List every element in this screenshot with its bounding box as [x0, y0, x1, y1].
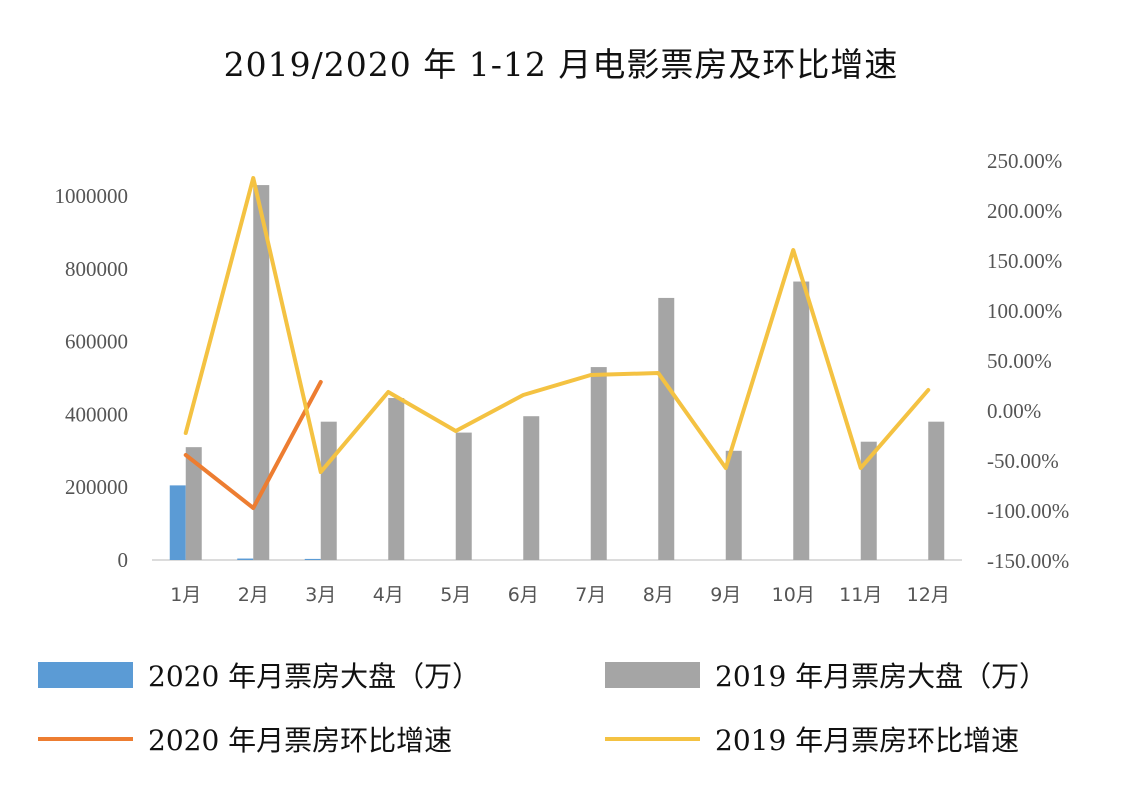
x-tick-label: 2月: [238, 584, 269, 606]
x-tick-label: 8月: [643, 584, 674, 606]
legend-item: 2019 年月票房环比增速: [605, 724, 1019, 757]
bar-2020-1: [169, 485, 186, 560]
bar-2019-6: [523, 416, 540, 560]
y-right-tick-label: -100.00%: [987, 499, 1069, 523]
y-left-tick-label: 800000: [65, 257, 128, 281]
legend-label: 2020 年月票房大盘（万）: [148, 660, 480, 693]
y-left-tick-label: 400000: [65, 402, 128, 426]
x-tick-label: 3月: [305, 584, 336, 606]
x-tick-label: 5月: [440, 584, 471, 606]
bar-2020-3: [304, 558, 321, 560]
bar-2019-12: [928, 421, 945, 560]
legend-label: 2019 年月票房大盘（万）: [715, 660, 1047, 693]
legend-item: 2020 年月票房环比增速: [38, 724, 452, 757]
bar-2019-3: [320, 421, 337, 560]
tick-labels: 0 200000 400000 600000 800000 1000000 -150.00%…: [55, 149, 1070, 606]
y-left-tick-label: 200000: [65, 475, 128, 499]
bar-2019-4: [388, 398, 405, 560]
lines: [183, 176, 931, 510]
bars: [169, 185, 945, 560]
x-tick-label: 12月: [907, 584, 950, 606]
bar-2019-11: [860, 441, 877, 560]
legend-label: 2019 年月票房环比增速: [715, 724, 1019, 757]
y-right-tick-label: 0.00%: [987, 399, 1041, 423]
y-left-tick-label: 600000: [65, 330, 128, 354]
x-tick-label: 11月: [839, 584, 882, 606]
x-tick-label: 10月: [772, 584, 815, 606]
y-right-tick-label: 150.00%: [987, 249, 1062, 273]
x-tick-label: 4月: [373, 584, 404, 606]
y-right-tick-label: 200.00%: [987, 199, 1062, 223]
bar-2019-5: [455, 432, 472, 560]
y-right-tick-label: 250.00%: [987, 149, 1062, 173]
bar-2019-10: [793, 281, 810, 560]
y-right-tick-label: -50.00%: [987, 449, 1059, 473]
x-tick-label: 9月: [710, 584, 741, 606]
bar-2019-1: [185, 447, 202, 560]
legend-swatch: [38, 662, 133, 688]
y-right-tick-label: 100.00%: [987, 299, 1062, 323]
legend-item: 2019 年月票房大盘（万）: [605, 660, 1047, 693]
x-tick-label: 1月: [170, 584, 201, 606]
y-right-tick-label: 50.00%: [987, 349, 1052, 373]
legend-label: 2020 年月票房环比增速: [148, 724, 452, 757]
bar-2019-9: [725, 450, 742, 560]
chart-title: 2019/2020 年 1-12 月电影票房及环比增速: [223, 45, 899, 84]
bar-2019-7: [590, 367, 607, 560]
x-tick-label: 7月: [575, 584, 606, 606]
legend-item: 2020 年月票房大盘（万）: [38, 660, 480, 693]
y-left-tick-label: 1000000: [55, 184, 129, 208]
line-2019-growth: [183, 176, 931, 474]
legend-swatch: [605, 662, 700, 688]
y-left-tick-label: 0: [118, 548, 129, 572]
bar-2020-2: [237, 558, 254, 560]
legend: 2020 年月票房大盘（万） 2019 年月票房大盘（万） 2020 年月票房环比增…: [38, 660, 1047, 757]
bar-2019-2: [253, 185, 270, 560]
y-right-tick-label: -150.00%: [987, 549, 1069, 573]
bar-2019-8: [658, 297, 675, 560]
x-tick-label: 6月: [508, 584, 539, 606]
